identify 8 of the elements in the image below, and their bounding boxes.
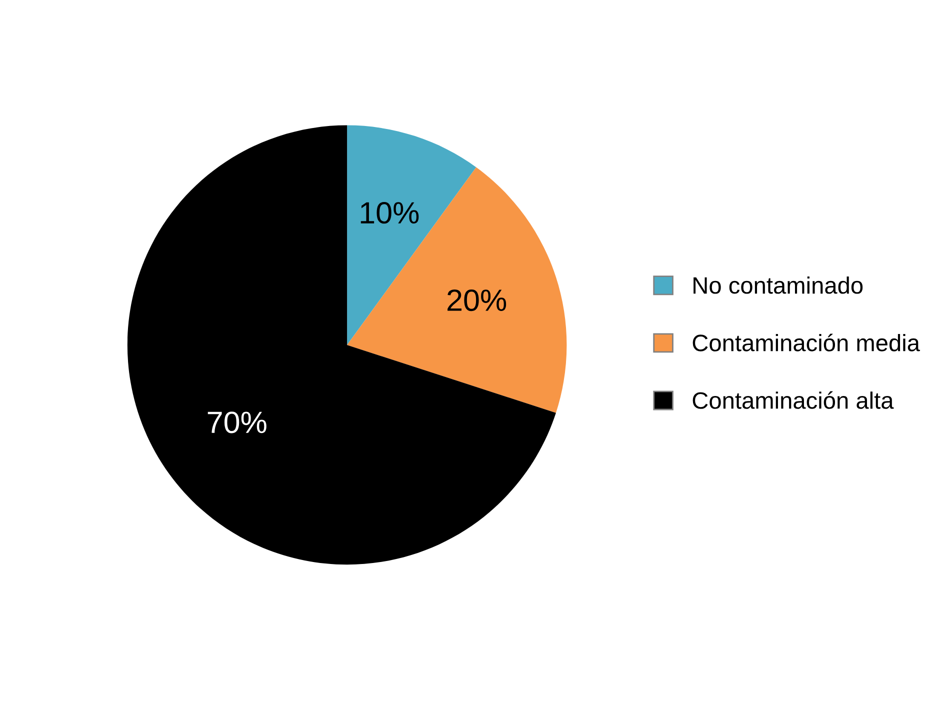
data-label: 10% bbox=[360, 202, 419, 224]
pie-slice bbox=[347, 167, 567, 413]
data-label: 70% bbox=[208, 412, 266, 434]
legend-label: Contaminación media bbox=[692, 334, 920, 352]
legend-label: Contaminación alta bbox=[692, 391, 894, 409]
pie-slice bbox=[127, 125, 556, 565]
data-label: 20% bbox=[448, 289, 506, 312]
legend-label: No contaminado bbox=[694, 276, 863, 294]
